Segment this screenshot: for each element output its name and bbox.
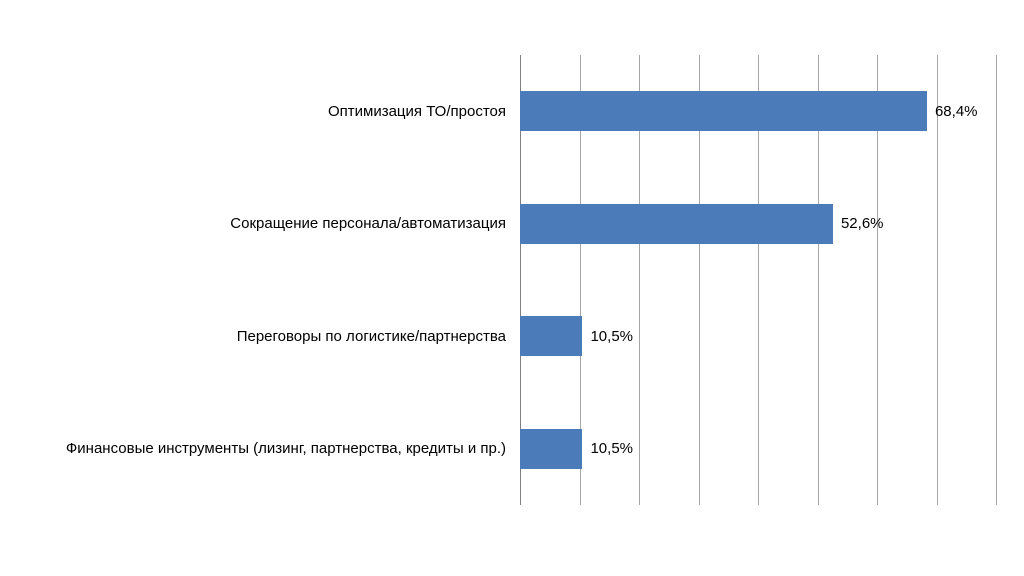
gridline [936,55,938,505]
value-label: 68,4% [934,102,978,120]
category-label: Оптимизация ТО/простоя [327,102,506,120]
bar [520,91,927,132]
bar [520,316,583,357]
gridline [877,55,878,505]
category-label: Финансовые инструменты (лизинг, партнерс… [65,440,506,458]
value-label: 52,6% [840,215,884,233]
category-label: Сокращение персонала/автоматизация [230,215,506,233]
category-label: Переговоры по логистике/партнерства [236,327,506,345]
gridline [758,55,759,505]
gridline [996,55,997,505]
gridline [698,55,700,505]
bar-row: Оптимизация ТО/простоя 68,4% [0,55,1024,168]
bar-rows: Оптимизация ТО/простоя 68,4% Сокращение пе… [0,55,1024,505]
gridline [817,55,819,505]
gridline [639,55,640,505]
bar-row: Финансовые инструменты (лизинг, партнерс… [0,393,1024,506]
bar [520,203,833,244]
value-label: 10,5% [590,440,634,458]
bar [520,428,583,469]
gridlines-layer [520,55,997,505]
gridline [579,55,581,505]
bar-row: Переговоры по логистике/партнерства 10,5% [0,280,1024,393]
bar-row: Сокращение персонала/автоматизация 52,6% [0,168,1024,281]
value-label: 10,5% [590,327,634,345]
category-axis-line [520,55,521,505]
